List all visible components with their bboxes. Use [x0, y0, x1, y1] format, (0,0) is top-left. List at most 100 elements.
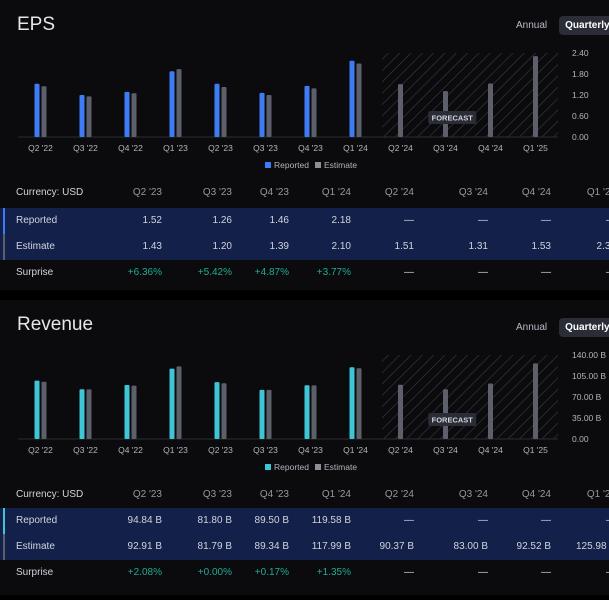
eps-x-tick-label: Q4 '24 — [478, 143, 503, 153]
revenue-row-label: Surprise — [16, 567, 54, 578]
eps-estimate-marker — [3, 234, 5, 260]
revenue-x-tick-label: Q2 '22 — [28, 445, 53, 455]
eps-table-cell: 1.46 — [269, 215, 289, 226]
eps-reported-bar — [124, 91, 130, 137]
eps-table-cell: +5.42% — [197, 267, 232, 278]
revenue-y-tick-label: 140.00 B — [572, 350, 606, 360]
eps-table-cell: 1.39 — [269, 241, 289, 252]
eps-table-cell: — — [478, 267, 488, 278]
revenue-y-tick-label: 70.00 B — [572, 392, 602, 402]
eps-x-tick-label: Q3 '22 — [73, 143, 98, 153]
eps-row-reported: Reported 1.521.261.462.18———— — [0, 208, 609, 234]
revenue-table-cell: 81.80 B — [197, 515, 232, 526]
eps-annual-button[interactable]: Annual — [516, 20, 548, 31]
eps-estimate-bar — [266, 95, 272, 137]
eps-table-cell: 2.31 — [596, 241, 609, 252]
eps-forecast-zone — [382, 53, 558, 137]
revenue-table-cell: 94.84 B — [127, 515, 162, 526]
eps-y-tick-label: 0.00 — [572, 132, 589, 142]
revenue-estimate-bar — [131, 385, 137, 439]
revenue-row-estimate: Estimate 92.91 B 81.79 B 89.34 B 117.99 B 90… — [0, 534, 609, 560]
eps-table-cell: — — [404, 215, 414, 226]
revenue-table-cell: — — [478, 515, 488, 526]
revenue-table-cell: — — [546, 508, 609, 534]
eps-table-cell: — — [546, 260, 609, 286]
eps-table-cell: +6.36% — [127, 267, 162, 278]
revenue-table-cell: +0.00% — [197, 567, 232, 578]
revenue-forecast-badge — [428, 413, 477, 426]
eps-x-tick-label: Q1 '25 — [523, 143, 548, 153]
revenue-row-reported: Reported 94.84 B 81.80 B 89.50 B 119.58 B — —… — [0, 508, 609, 534]
revenue-reported-bar — [79, 389, 85, 439]
revenue-row-label: Estimate — [16, 541, 55, 552]
eps-column-header: Q4 '24 — [521, 187, 551, 198]
revenue-x-tick-label: Q1 '24 — [343, 445, 368, 455]
revenue-table-cell: — — [404, 567, 414, 578]
eps-row-label: Estimate — [16, 241, 55, 252]
eps-table-cell: +4.87% — [254, 267, 289, 278]
eps-estimate-bar — [356, 63, 362, 137]
revenue-table-cell: +1.35% — [316, 567, 351, 578]
eps-title: EPS — [17, 14, 56, 35]
eps-x-tick-label: Q4 '22 — [118, 143, 143, 153]
revenue-x-tick-label: Q1 '25 — [523, 445, 548, 455]
revenue-table-cell: 89.34 B — [254, 541, 289, 552]
revenue-chart: 140.00 B 105.00 B 70.00 B 35.00 B 0.00 Q2 '22… — [18, 350, 606, 472]
eps-column-header: Q2 '23 — [132, 187, 162, 198]
eps-period-toggle: Annual Quarterly — [510, 16, 609, 35]
revenue-panel: Revenue Annual Quarterly 140.00 B 105.00 … — [0, 300, 609, 595]
eps-table-cell: 1.52 — [142, 215, 162, 226]
eps-estimate-bar — [311, 88, 317, 137]
eps-table-header: Currency: USD Q2 '23 Q3 '23 Q4 '23 Q1 '24 Q2… — [0, 180, 609, 206]
eps-reported-bar — [259, 92, 265, 137]
revenue-table-cell: — — [546, 560, 609, 586]
revenue-column-header: Q3 '23 — [202, 489, 232, 500]
revenue-estimate-bar — [41, 381, 47, 439]
eps-estimate-bar — [488, 83, 493, 137]
revenue-y-tick-label: 0.00 — [572, 434, 589, 444]
revenue-quarterly-button[interactable]: Quarterly — [559, 318, 609, 337]
eps-x-tick-label: Q4 '23 — [298, 143, 323, 153]
revenue-estimate-bar — [488, 383, 493, 439]
eps-table-cell: 2.10 — [331, 241, 351, 252]
eps-column-header: Q1 '25 — [586, 187, 609, 198]
eps-y-tick-label: 1.20 — [572, 90, 589, 100]
eps-column-header: Q2 '24 — [384, 187, 414, 198]
revenue-x-tick-label: Q1 '23 — [163, 445, 188, 455]
eps-column-header: Q1 '24 — [321, 187, 351, 198]
eps-table-cell: 1.26 — [212, 215, 232, 226]
eps-table-cell: 1.43 — [142, 241, 162, 252]
revenue-period-toggle: Annual Quarterly — [510, 318, 609, 337]
revenue-reported-bar — [214, 382, 220, 439]
eps-column-header: Q3 '24 — [458, 187, 488, 198]
revenue-legend-estimate-label: Estimate — [324, 462, 357, 472]
revenue-y-tick-label: 35.00 B — [572, 413, 602, 423]
revenue-table-cell: +0.17% — [254, 567, 289, 578]
eps-quarterly-button[interactable]: Quarterly — [559, 16, 609, 35]
revenue-estimate-bar — [398, 384, 403, 439]
eps-reported-bar — [79, 95, 85, 137]
revenue-x-tick-label: Q3 '22 — [73, 445, 98, 455]
eps-legend-reported-label: Reported — [274, 160, 309, 170]
eps-reported-bar — [214, 83, 220, 137]
revenue-table-cell: — — [404, 515, 414, 526]
eps-panel: EPS Annual Quarterly 2.40 1.80 1.20 0.60 0.0… — [0, 0, 609, 290]
revenue-reported-marker — [3, 508, 5, 534]
eps-x-tick-label: Q2 '24 — [388, 143, 413, 153]
revenue-table-cell: 92.52 B — [516, 541, 551, 552]
eps-y-tick-label: 0.60 — [572, 111, 589, 121]
revenue-forecast-zone — [382, 355, 558, 439]
eps-table-cell: — — [541, 267, 551, 278]
eps-x-tick-label: Q3 '23 — [253, 143, 278, 153]
eps-currency-label: Currency: USD — [16, 187, 84, 198]
revenue-reported-bar — [304, 385, 310, 439]
eps-table-cell: — — [546, 208, 609, 234]
revenue-title: Revenue — [17, 314, 94, 335]
revenue-table-cell: +2.08% — [127, 567, 162, 578]
eps-column-header: Q4 '23 — [259, 187, 289, 198]
eps-reported-bar — [304, 85, 310, 137]
eps-chart: 2.40 1.80 1.20 0.60 0.00 Q2 '22 Q3 '22 Q4 '22 Q1… — [18, 48, 589, 170]
revenue-annual-button[interactable]: Annual — [516, 322, 548, 333]
revenue-legend-reported-swatch — [265, 464, 271, 470]
revenue-table-cell: 89.50 B — [254, 515, 289, 526]
